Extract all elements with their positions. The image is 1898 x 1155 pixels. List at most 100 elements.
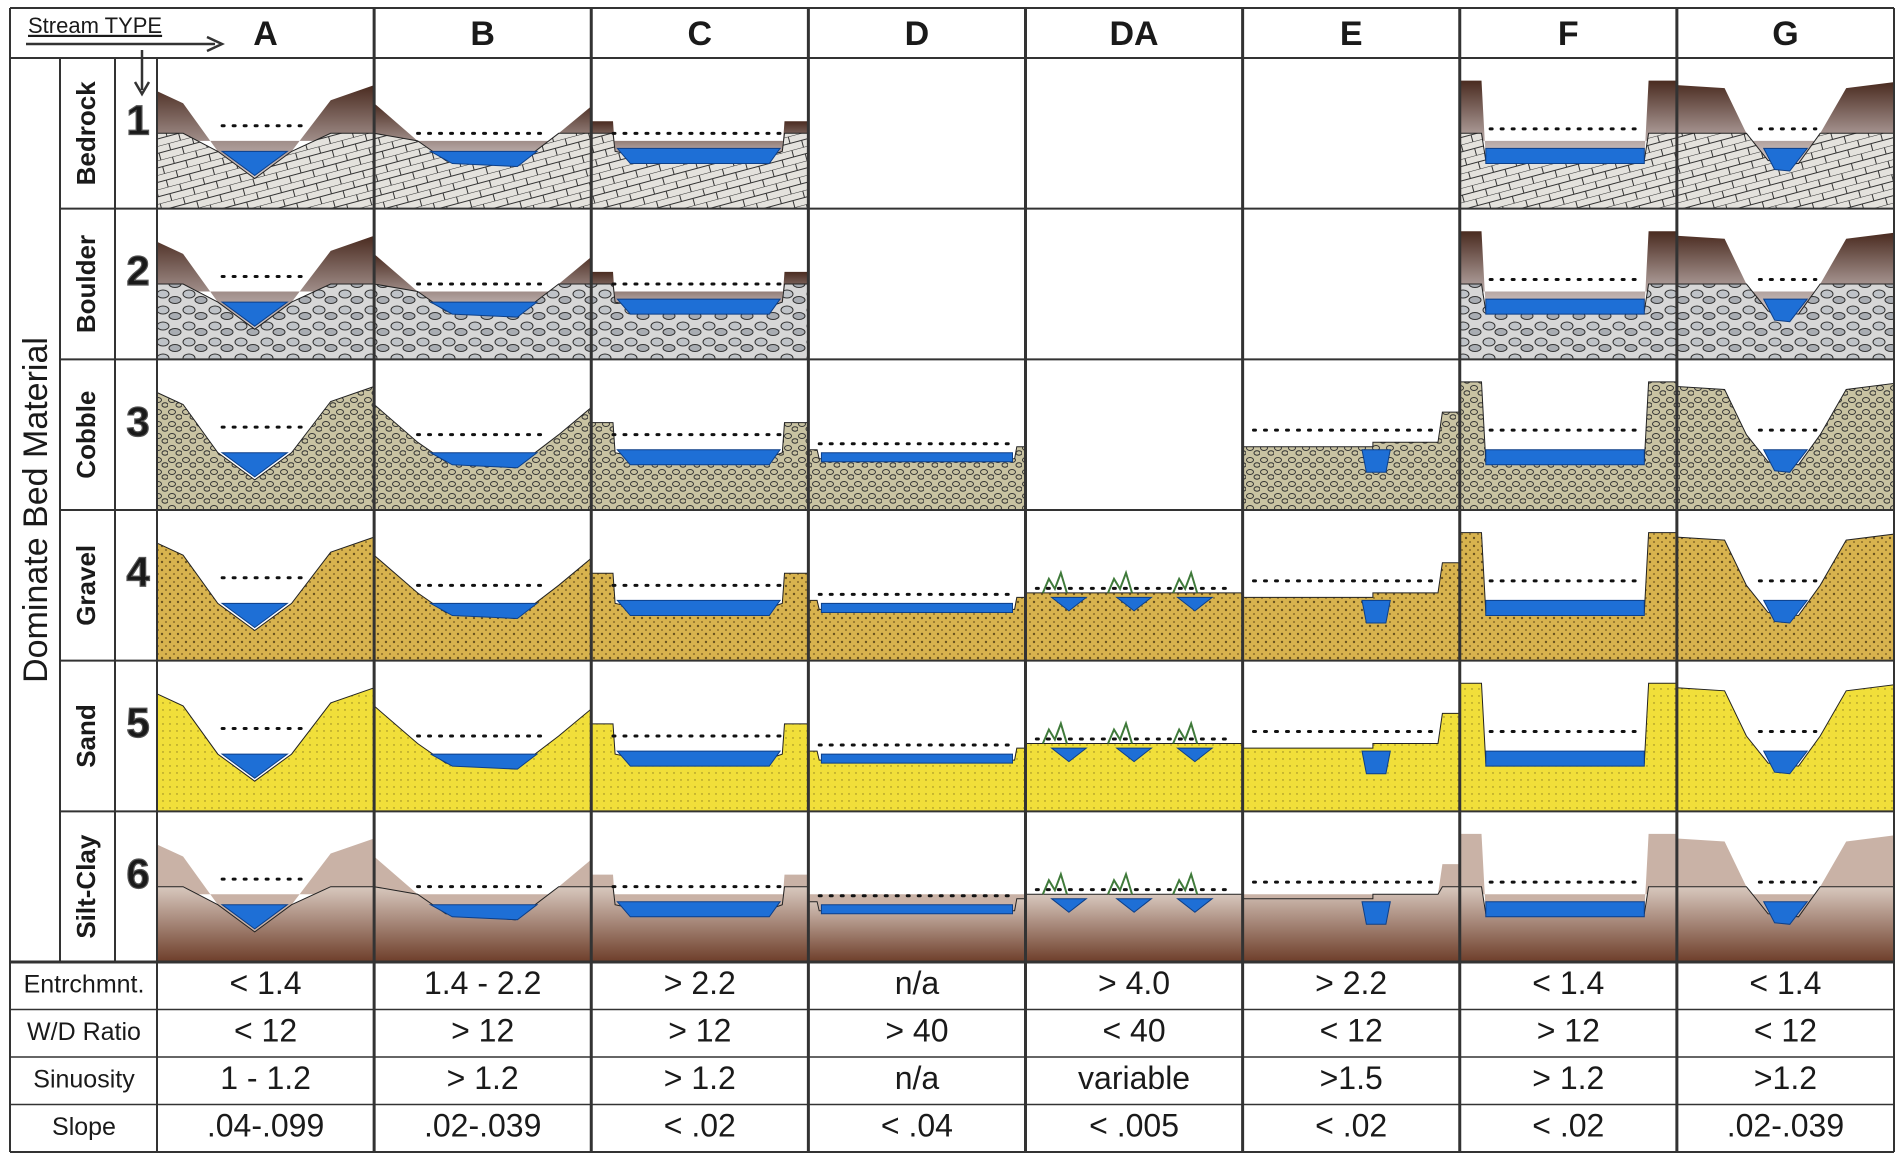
criteria-value: < .02 [1315, 1108, 1387, 1144]
column-header: A [253, 15, 278, 53]
material-arrow [133, 50, 151, 97]
criteria-value: < .02 [664, 1108, 736, 1144]
water [820, 602, 1013, 613]
material-name: Cobble [71, 391, 101, 479]
criteria-value: > 12 [668, 1013, 731, 1049]
criteria-value: .04-.099 [207, 1108, 324, 1144]
water [1762, 298, 1809, 323]
criteria-label: Entrchmnt. [24, 970, 145, 998]
water [1485, 750, 1645, 767]
material-name: Boulder [71, 235, 101, 333]
material-number: 4 [126, 548, 150, 595]
side-label: Dominate Bed Material [17, 337, 55, 683]
criteria-value: < 12 [1754, 1013, 1817, 1049]
criteria-value: > 1.2 [664, 1060, 736, 1096]
water [616, 147, 782, 164]
vegetation [1107, 720, 1133, 744]
water [820, 753, 1013, 764]
bank-shading [1459, 231, 1677, 312]
water [430, 301, 539, 318]
water [1050, 747, 1088, 763]
vegetation [1041, 569, 1068, 594]
water [1762, 147, 1809, 172]
vegetation [1041, 871, 1068, 895]
bank-shading [1242, 864, 1460, 899]
criteria-value: >1.2 [1754, 1060, 1817, 1096]
vegetation [1107, 871, 1133, 895]
criteria-value: > 12 [451, 1013, 514, 1049]
criteria-label: Sinuosity [33, 1065, 135, 1093]
water [428, 602, 539, 620]
criteria-value: n/a [895, 965, 940, 1001]
water [1176, 747, 1214, 763]
water [1485, 901, 1645, 918]
water [428, 150, 539, 168]
criteria-value: > 2.2 [1315, 965, 1387, 1001]
vegetation [1107, 569, 1133, 594]
labels: Stream TYPE A B C D DA E F G Dominate Bed Materia… [17, 13, 1844, 1144]
water [1762, 901, 1809, 925]
bank-shading [1459, 833, 1677, 914]
criteria-label: Slope [52, 1113, 116, 1141]
material-name: Sand [71, 704, 101, 768]
water [1361, 750, 1391, 775]
criteria-value: >1.5 [1320, 1060, 1383, 1096]
water [1762, 449, 1809, 473]
criteria-value: > 1.2 [1532, 1060, 1604, 1096]
water [220, 301, 289, 327]
water [220, 150, 289, 177]
column-header: C [688, 15, 713, 53]
water [220, 452, 289, 478]
criteria-value: variable [1078, 1060, 1190, 1096]
criteria-value: > 12 [1537, 1013, 1600, 1049]
criteria-value: 1 - 1.2 [220, 1060, 311, 1096]
water [1050, 898, 1088, 913]
water [428, 452, 539, 469]
water [616, 599, 782, 616]
criteria-value: 1.4 - 2.2 [424, 965, 541, 1001]
bank-shading [1459, 80, 1677, 161]
material-number: 1 [126, 96, 149, 143]
bank-shading [1676, 82, 1894, 164]
water [616, 449, 782, 466]
water [1361, 901, 1391, 925]
water [1176, 898, 1214, 913]
water [220, 753, 289, 779]
cross-sections [156, 80, 1895, 963]
water [1115, 898, 1153, 913]
vegetation [1172, 569, 1199, 594]
water [820, 904, 1013, 915]
material-name: Silt-Clay [71, 834, 101, 939]
water [1762, 599, 1809, 624]
water [1115, 747, 1153, 763]
column-header: B [470, 15, 495, 53]
water [220, 904, 289, 930]
material-number: 3 [126, 398, 149, 445]
vegetation [1041, 720, 1068, 744]
criteria-value: > 40 [885, 1013, 948, 1049]
water [1485, 298, 1645, 315]
water [1485, 599, 1645, 616]
water [820, 452, 1013, 463]
bank-shading [1676, 835, 1894, 917]
criteria-value: n/a [895, 1060, 940, 1096]
water [1050, 596, 1088, 612]
column-header: DA [1110, 15, 1159, 53]
criteria-value: .02-.039 [1727, 1108, 1844, 1144]
vegetation [1172, 871, 1199, 895]
water [1485, 449, 1645, 466]
material-name: Gravel [71, 545, 101, 626]
vegetation [1172, 720, 1199, 744]
table-grid [9, 7, 1895, 1153]
criteria-value: < .02 [1532, 1108, 1604, 1144]
water [616, 750, 782, 767]
criteria-value: > 4.0 [1098, 965, 1170, 1001]
stream-type-arrow [26, 35, 225, 53]
water [1485, 147, 1645, 164]
criteria-value: < 1.4 [1532, 965, 1604, 1001]
material-number: 5 [126, 699, 149, 746]
criteria-value: < 40 [1102, 1013, 1165, 1049]
criteria-value: < 12 [234, 1013, 297, 1049]
